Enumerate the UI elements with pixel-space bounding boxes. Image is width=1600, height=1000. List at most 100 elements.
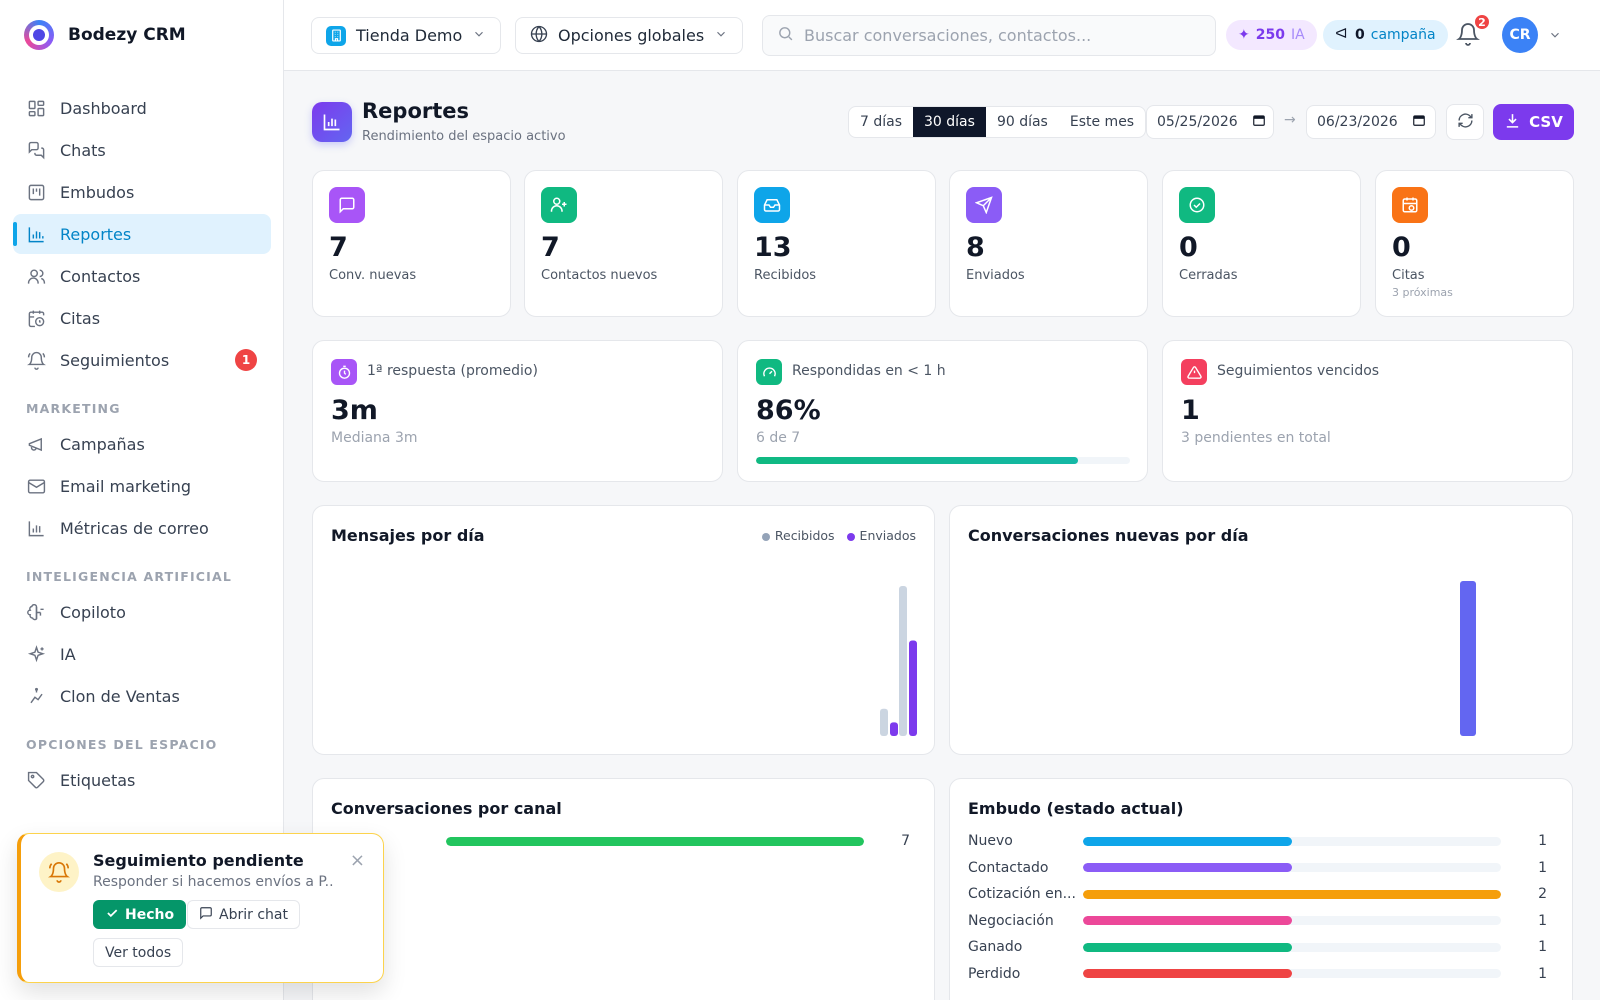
sidebar-nav: Dashboard Chats Embudos Reportes Contact… (13, 88, 271, 802)
search-input[interactable] (804, 26, 1204, 45)
range-7-days[interactable]: 7 días (860, 114, 903, 130)
section-marketing-title: MARKETING (26, 401, 121, 416)
funnel-bar-track (1083, 863, 1501, 872)
stat-sublabel: 3 próximas (1392, 286, 1453, 299)
done-label: Hecho (125, 906, 175, 923)
kpi-sublabel: 6 de 7 (756, 430, 801, 446)
chevron-down-icon (714, 26, 728, 45)
stat-value: 13 (754, 232, 792, 263)
funnel-bar-fill (1083, 863, 1292, 872)
sidebar-item-label: Campañas (60, 434, 145, 454)
section-space-title: OPCIONES DEL ESPACIO (26, 737, 218, 752)
alert-triangle-icon (1181, 359, 1207, 385)
stat-card-received: 13 Recibidos (737, 170, 936, 317)
range-90-days[interactable]: 90 días (996, 114, 1048, 130)
funnel-stage-value: 1 (1538, 912, 1547, 929)
funnel-card: Embudo (estado actual) Nuevo 1 Contactado 1… (949, 778, 1573, 1000)
stat-card-sent: 8 Enviados (949, 170, 1148, 317)
sidebar-item-ia[interactable]: IA (13, 634, 271, 674)
close-icon[interactable]: × (349, 850, 365, 871)
global-options-label: Opciones globales (558, 26, 705, 45)
sidebar-item-dashboard[interactable]: Dashboard (13, 88, 271, 128)
avatar[interactable]: CR (1502, 17, 1538, 53)
store-name: Tienda Demo (356, 26, 463, 45)
stat-value: 0 (1392, 232, 1411, 263)
bell-icon[interactable] (1456, 22, 1482, 48)
refresh-button[interactable] (1446, 104, 1484, 140)
message-square-icon (199, 906, 213, 924)
sparkles-icon (26, 644, 46, 664)
sidebar-item-citas[interactable]: Citas (13, 298, 271, 338)
kanban-icon (26, 182, 46, 202)
funnel-bar-track (1083, 942, 1501, 952)
funnel-row: Ganado 1 (968, 937, 1547, 957)
refresh-icon (1457, 112, 1474, 133)
sent-bar (890, 722, 898, 736)
messages-per-day-chart: Mensajes por día Recibidos Enviados (312, 505, 935, 755)
date-from-input[interactable]: 05/25/2026 (1146, 105, 1274, 139)
globe-icon (530, 25, 548, 47)
sidebar-item-copiloto[interactable]: Copiloto (13, 592, 271, 632)
chart-title: Embudo (estado actual) (968, 799, 1184, 818)
calendar-icon (1252, 113, 1266, 131)
kpi-card-answered-in-hour: Respondidas en < 1 h 86% 6 de 7 (737, 340, 1148, 482)
global-options-selector[interactable]: Opciones globales (515, 17, 744, 54)
sidebar-item-embudos[interactable]: Embudos (13, 172, 271, 212)
kpi-card-first-response: 1ª respuesta (promedio) 3m Mediana 3m (312, 340, 723, 482)
stat-label: Conv. nuevas (329, 268, 417, 283)
open-chat-button[interactable]: Abrir chat (187, 900, 300, 929)
sidebar-item-etiquetas[interactable]: Etiquetas (13, 760, 271, 800)
ai-credits-chip[interactable]: ✦ 250 IA (1226, 20, 1317, 50)
range-30-days[interactable]: 30 días (913, 107, 986, 137)
funnel-bar-track (1083, 916, 1501, 925)
channel-row: ...pp 7 (331, 831, 910, 851)
channel-value: 7 (901, 833, 910, 849)
page-title: Reportes (362, 99, 470, 123)
funnel-stage-value: 1 (1538, 939, 1547, 955)
stat-value: 7 (541, 232, 560, 263)
new-conversations-per-day-chart: Conversaciones nuevas por día (949, 505, 1573, 755)
chat-bubbles-icon (26, 140, 46, 160)
done-button[interactable]: Hecho (93, 900, 187, 929)
funnel-stage-value: 1 (1538, 965, 1547, 982)
ai-credits-value: 250 (1255, 27, 1285, 43)
campaigns-label: campaña (1370, 27, 1436, 43)
building-icon (326, 25, 346, 46)
store-selector[interactable]: Tienda Demo (311, 17, 502, 54)
campaigns-chip[interactable]: 0 campaña (1323, 20, 1448, 50)
csv-export-button[interactable]: CSV (1493, 104, 1574, 140)
funnel-stage-label: Negociación (968, 912, 1054, 929)
answered-progress-fill (756, 457, 1078, 464)
funnel-bar-fill (1083, 836, 1292, 846)
funnel-stage-value: 2 (1538, 886, 1547, 902)
sidebar-item-campanas[interactable]: Campañas (13, 424, 271, 464)
funnel-stage-label: Contactado (968, 859, 1049, 876)
kpi-label: 1ª respuesta (promedio) (367, 363, 538, 379)
search-box (762, 15, 1216, 56)
range-this-month[interactable]: Este mes (1069, 114, 1135, 130)
brand[interactable]: Bodezy CRM (24, 20, 186, 50)
sidebar-item-label: IA (60, 644, 76, 664)
brand-name: Bodezy CRM (68, 25, 186, 45)
chevron-down-icon[interactable] (1548, 27, 1562, 46)
sidebar-item-seguimientos[interactable]: Seguimientos 1 (13, 340, 271, 380)
sidebar-item-chats[interactable]: Chats (13, 130, 271, 170)
tag-icon (26, 770, 46, 790)
sidebar-item-clon-ventas[interactable]: Clon de Ventas (13, 676, 271, 716)
page-subtitle: Rendimiento del espacio activo (362, 129, 566, 144)
sidebar-item-label: Etiquetas (60, 770, 136, 790)
sidebar-item-reportes[interactable]: Reportes (13, 214, 271, 254)
sidebar-item-label: Seguimientos (60, 350, 170, 370)
kpi-value: 1 (1181, 395, 1200, 426)
gauge-icon (756, 359, 782, 385)
sidebar-item-label: Copiloto (60, 602, 126, 622)
date-to-input[interactable]: 06/23/2026 (1306, 105, 1436, 139)
user-plus-icon (541, 187, 577, 223)
sidebar-item-metricas-correo[interactable]: Métricas de correo (13, 508, 271, 548)
ai-credits-label: IA (1290, 27, 1305, 43)
sidebar-item-contactos[interactable]: Contactos (13, 256, 271, 296)
notification-count-badge: 2 (1473, 13, 1491, 31)
stat-card-new-conversations: 7 Conv. nuevas (312, 170, 511, 317)
sidebar-item-email-marketing[interactable]: Email marketing (13, 466, 271, 506)
view-all-button[interactable]: Ver todos (93, 938, 184, 967)
